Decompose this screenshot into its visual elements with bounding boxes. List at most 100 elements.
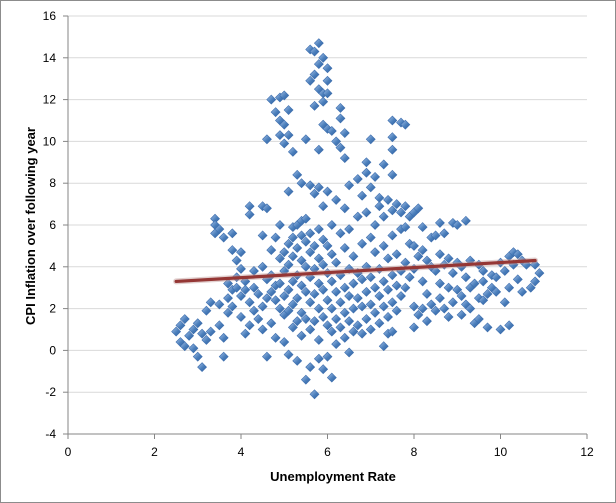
y-tick-label: 16 (43, 9, 57, 23)
data-point (292, 355, 303, 366)
data-point (305, 362, 316, 373)
data-point (300, 213, 311, 224)
data-point (179, 314, 190, 324)
data-point (387, 270, 398, 281)
data-point (348, 326, 359, 337)
data-point (309, 188, 320, 199)
data-point (283, 238, 294, 249)
data-point (409, 240, 419, 251)
data-point (443, 282, 454, 293)
data-point (318, 52, 329, 63)
data-point (309, 389, 320, 400)
data-point (339, 307, 350, 318)
data-point (318, 312, 329, 322)
data-point (357, 328, 368, 339)
data-point (426, 299, 437, 310)
data-point (218, 332, 229, 343)
data-point (227, 301, 238, 312)
data-point (296, 178, 307, 189)
data-point (305, 324, 316, 335)
data-point (413, 309, 424, 320)
data-point (387, 144, 398, 155)
data-point (236, 312, 246, 322)
x-axis-title: Unemployment Rate (270, 469, 396, 484)
data-point (300, 261, 311, 272)
data-point (249, 282, 259, 293)
data-point (491, 286, 502, 297)
data-point (322, 240, 333, 251)
data-point (469, 278, 480, 289)
data-point (296, 330, 307, 341)
data-point (383, 312, 393, 322)
x-tick-label: 6 (324, 445, 331, 459)
trendline (174, 258, 537, 284)
data-point (296, 307, 307, 318)
data-point (205, 297, 216, 308)
data-point (357, 190, 368, 201)
data-point (430, 266, 441, 276)
y-tick-label: 4 (49, 260, 56, 274)
data-point (223, 307, 233, 318)
data-point (348, 303, 359, 314)
data-point (270, 232, 281, 243)
data-point (240, 328, 251, 339)
data-point (374, 318, 385, 329)
data-point (287, 276, 298, 287)
data-point (279, 291, 290, 301)
data-point (383, 194, 393, 205)
data-point (287, 146, 298, 157)
data-point (326, 276, 337, 287)
data-point (205, 326, 216, 337)
data-point (365, 299, 376, 310)
data-point (478, 295, 489, 306)
data-point (287, 251, 298, 262)
data-point (525, 282, 536, 293)
data-point (171, 326, 182, 337)
data-point (236, 291, 246, 301)
x-tick-label: 12 (580, 445, 594, 459)
data-point (279, 247, 290, 258)
data-point (417, 303, 428, 314)
data-point (391, 280, 402, 291)
data-point (318, 201, 329, 212)
data-point (512, 249, 523, 260)
data-point (326, 220, 337, 230)
data-point (352, 211, 363, 222)
data-points (171, 38, 545, 400)
data-point (270, 107, 281, 118)
y-tick-label: 8 (49, 176, 56, 190)
data-point (422, 316, 432, 327)
data-point (197, 328, 207, 339)
data-point (409, 322, 419, 333)
data-point (275, 278, 285, 289)
data-point (517, 286, 528, 297)
data-point (318, 364, 329, 375)
data-point (292, 243, 303, 253)
data-point (305, 228, 316, 239)
data-point (339, 128, 350, 138)
data-point (270, 295, 281, 306)
data-point (275, 130, 285, 141)
data-point (175, 320, 186, 331)
data-point (244, 201, 255, 212)
data-point (491, 272, 502, 283)
data-point (435, 217, 445, 228)
data-point (326, 372, 337, 383)
data-point (465, 303, 476, 314)
data-point (296, 280, 307, 291)
data-point (231, 282, 242, 293)
data-point (322, 320, 333, 331)
data-point (482, 322, 493, 333)
data-point (370, 220, 380, 230)
data-point (378, 240, 389, 251)
data-point (378, 159, 389, 170)
data-point (322, 75, 333, 86)
data-point (339, 243, 350, 253)
y-tick-label: 10 (43, 134, 57, 148)
data-point (223, 278, 233, 289)
data-point (201, 305, 212, 316)
data-point (283, 305, 294, 316)
data-point (305, 180, 316, 191)
data-point (378, 211, 389, 222)
